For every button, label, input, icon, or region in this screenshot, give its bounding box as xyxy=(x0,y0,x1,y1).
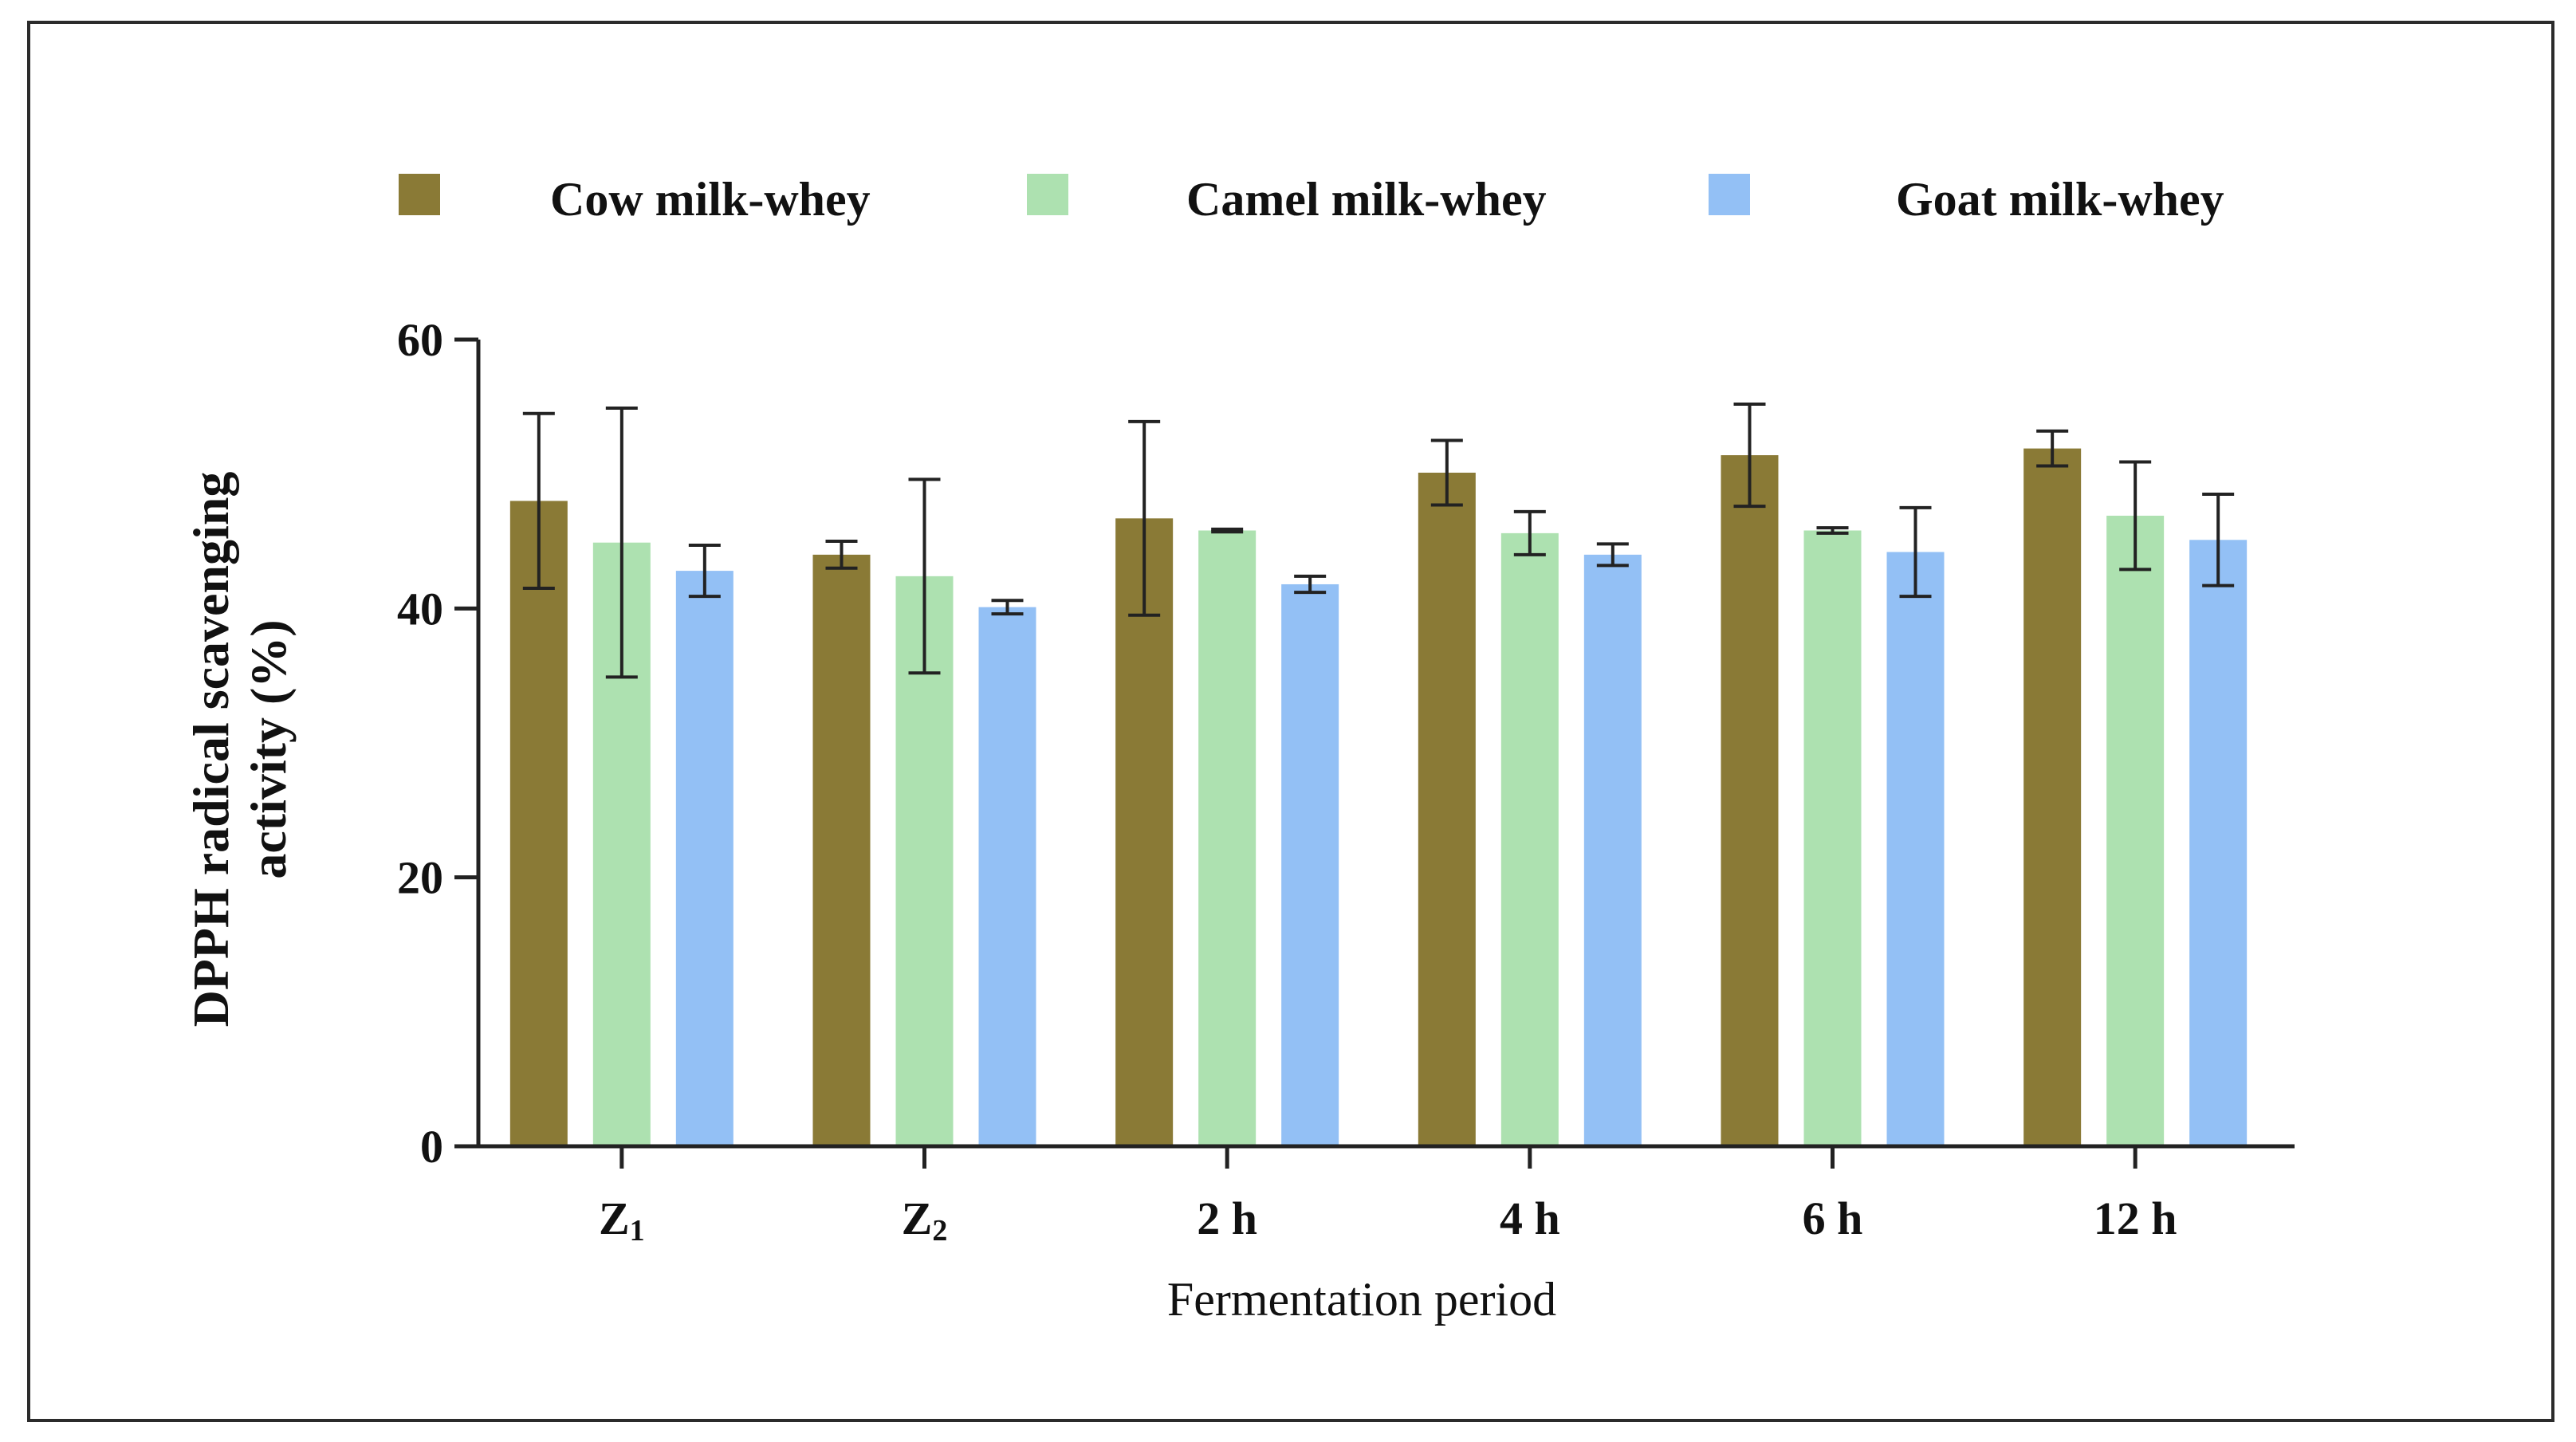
y-tick-label: 0 xyxy=(420,1121,443,1173)
legend-swatch-camel-milk-whey xyxy=(1027,174,1068,215)
error-bar-goat-milk-whey-6 xyxy=(2202,492,2235,587)
x-tick-label: Z1 xyxy=(599,1192,645,1248)
bar-cow-milk-whey-2 xyxy=(812,554,871,1146)
error-bar-camel-milk-whey-1 xyxy=(605,407,638,679)
error-bar-cow-milk-whey-2 xyxy=(825,540,858,570)
legend-label-camel-milk-whey: Camel milk-whey xyxy=(1186,173,1547,226)
figure-frame: Cow milk-whey Camel milk-whey Goat milk-wh… xyxy=(27,21,2554,1422)
y-axis-label-line2: activity (%) xyxy=(240,619,297,878)
bar-camel-milk-whey-3 xyxy=(1198,530,1257,1146)
error-bar-cow-milk-whey-4 xyxy=(1430,438,1463,507)
x-tick-label: 4 h xyxy=(1500,1192,1560,1244)
error-bar-goat-milk-whey-4 xyxy=(1596,542,1629,568)
x-tick-label: Z2 xyxy=(902,1192,948,1248)
bar-goat-milk-whey-4 xyxy=(1583,554,1642,1146)
bar-goat-milk-whey-1 xyxy=(675,571,733,1146)
legend-swatch-cow-milk-whey xyxy=(399,174,440,215)
axes xyxy=(476,340,2295,1149)
error-bar-goat-milk-whey-3 xyxy=(1294,574,1327,595)
x-tick-label: 12 h xyxy=(2094,1192,2177,1244)
error-bar-goat-milk-whey-5 xyxy=(1899,505,1932,599)
bar-goat-milk-whey-2 xyxy=(978,607,1036,1146)
error-bars xyxy=(522,402,2235,679)
legend: Cow milk-whey Camel milk-whey Goat milk-wh… xyxy=(399,173,2224,226)
y-tick-label: 40 xyxy=(397,583,443,635)
bar-goat-milk-whey-3 xyxy=(1281,583,1339,1146)
bar-cow-milk-whey-6 xyxy=(2023,448,2082,1146)
y-axis-label: DPPH radical scavenging xyxy=(183,472,239,1027)
error-bar-goat-milk-whey-2 xyxy=(991,599,1024,616)
bar-cow-milk-whey-3 xyxy=(1115,518,1174,1146)
error-bar-cow-milk-whey-6 xyxy=(2036,429,2069,468)
error-bar-cow-milk-whey-5 xyxy=(1733,402,1766,509)
bar-camel-milk-whey-4 xyxy=(1500,532,1559,1146)
error-bar-cow-milk-whey-3 xyxy=(1128,419,1161,617)
bar-cow-milk-whey-1 xyxy=(509,501,568,1146)
error-bar-camel-milk-whey-6 xyxy=(2119,460,2152,572)
bar-cow-milk-whey-4 xyxy=(1418,472,1476,1146)
x-tick-label: 6 h xyxy=(1803,1192,1863,1244)
bar-goat-milk-whey-5 xyxy=(1886,552,1945,1146)
legend-swatch-goat-milk-whey xyxy=(1709,174,1750,215)
bar-camel-milk-whey-6 xyxy=(2106,515,2165,1146)
x-axis-label: Fermentation period xyxy=(1167,1273,1556,1326)
legend-label-cow-milk-whey: Cow milk-whey xyxy=(550,173,871,226)
error-bar-goat-milk-whey-1 xyxy=(688,544,721,599)
error-bar-camel-milk-whey-3 xyxy=(1211,527,1244,534)
legend-label-goat-milk-whey: Goat milk-whey xyxy=(1896,173,2224,226)
y-tick-label: 20 xyxy=(397,852,443,904)
x-axis-ticks: Z1 Z2 2 h 4 h 6 h 12 h xyxy=(599,1146,2177,1248)
chart: Cow milk-whey Camel milk-whey Goat milk-wh… xyxy=(183,173,2295,1326)
y-axis-ticks: 0 20 40 60 xyxy=(397,314,478,1173)
error-bar-camel-milk-whey-4 xyxy=(1513,509,1546,556)
y-tick-label: 60 xyxy=(397,314,443,366)
bar-goat-milk-whey-6 xyxy=(2189,540,2248,1146)
bar-camel-milk-whey-5 xyxy=(1803,530,1862,1146)
bars xyxy=(509,448,2248,1146)
bar-cow-milk-whey-5 xyxy=(1721,455,1779,1146)
error-bar-camel-milk-whey-2 xyxy=(908,477,941,675)
error-bar-cow-milk-whey-1 xyxy=(522,411,555,591)
error-bar-camel-milk-whey-5 xyxy=(1816,526,1849,535)
x-tick-label: 2 h xyxy=(1197,1192,1257,1244)
